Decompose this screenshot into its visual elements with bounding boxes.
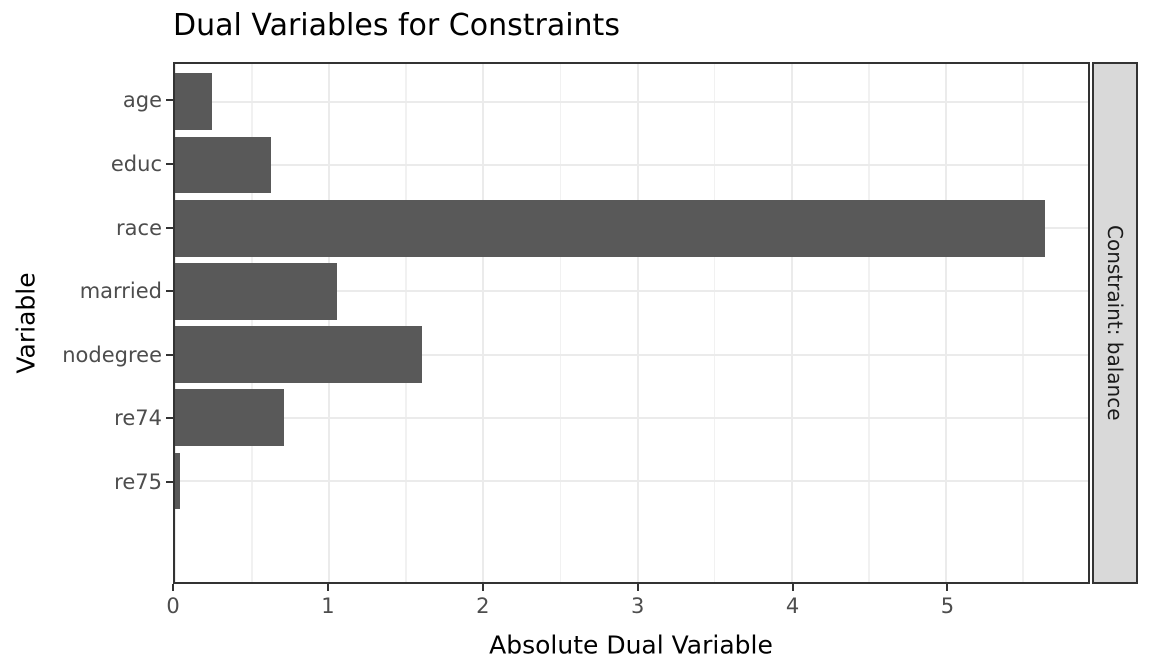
gridline-major-x [482, 64, 485, 582]
gridline-major-x [636, 64, 639, 582]
y-tick-label-nodegree: nodegree [62, 342, 162, 367]
bar-re75 [175, 452, 180, 510]
y-tick-mark [166, 226, 173, 229]
y-tick-mark [166, 99, 173, 102]
facet-strip: Constraint: balance [1092, 62, 1138, 584]
y-tick-mark [166, 162, 173, 165]
x-tick-label-2: 2 [476, 594, 490, 618]
y-tick-label-race: race [116, 215, 162, 240]
x-tick-mark [636, 584, 639, 591]
x-tick-label-4: 4 [785, 594, 800, 618]
y-tick-label-educ: educ [110, 151, 162, 176]
gridline-major-y [175, 416, 1088, 419]
gridline-major-x [328, 64, 331, 582]
gridline-minor-x [1022, 64, 1024, 582]
y-tick-label-married: married [79, 279, 162, 304]
gridline-minor-x [713, 64, 716, 582]
gridline-major-x [175, 64, 176, 582]
chart-title: Dual Variables for Constraints [173, 8, 620, 43]
gridline-major-y [175, 353, 1088, 356]
x-axis-title: Absolute Dual Variable [489, 630, 773, 660]
y-tick-label-re75: re75 [114, 470, 162, 495]
x-tick-mark [481, 584, 484, 591]
x-tick-mark [326, 584, 329, 591]
gridline-minor-x [251, 64, 253, 582]
gridline-major-x [790, 64, 793, 582]
plot-panel [173, 62, 1090, 584]
gridline-major-y [175, 100, 1088, 103]
gridline-minor-x [559, 64, 562, 582]
bar-age [175, 73, 212, 131]
y-tick-mark [166, 417, 173, 420]
facet-strip-label: Constraint: balance [1103, 225, 1127, 421]
gridline-major-y [175, 290, 1088, 293]
y-tick-mark [166, 353, 173, 356]
y-tick-label-age: age [122, 88, 162, 113]
x-tick-label-5: 5 [940, 594, 955, 618]
x-tick-label-3: 3 [631, 594, 645, 618]
bar-married [175, 262, 337, 320]
gridline-major-y [175, 479, 1088, 482]
x-tick-mark [946, 584, 949, 591]
x-tick-mark [791, 584, 794, 591]
bar-nodegree [175, 326, 422, 383]
x-tick-label-0: 0 [166, 594, 180, 618]
x-tick-mark [172, 584, 174, 591]
y-tick-mark [166, 290, 173, 293]
gridline-major-x [945, 64, 948, 582]
gridline-minor-x [868, 64, 870, 582]
y-tick-label-re74: re74 [114, 406, 162, 431]
gridline-minor-x [405, 64, 407, 582]
x-tick-label-1: 1 [321, 594, 335, 618]
gridline-major-y [175, 164, 1088, 167]
bar-race [175, 199, 1045, 257]
bar-re74 [175, 389, 285, 447]
bar-educ [175, 136, 271, 194]
y-tick-mark [166, 481, 173, 484]
